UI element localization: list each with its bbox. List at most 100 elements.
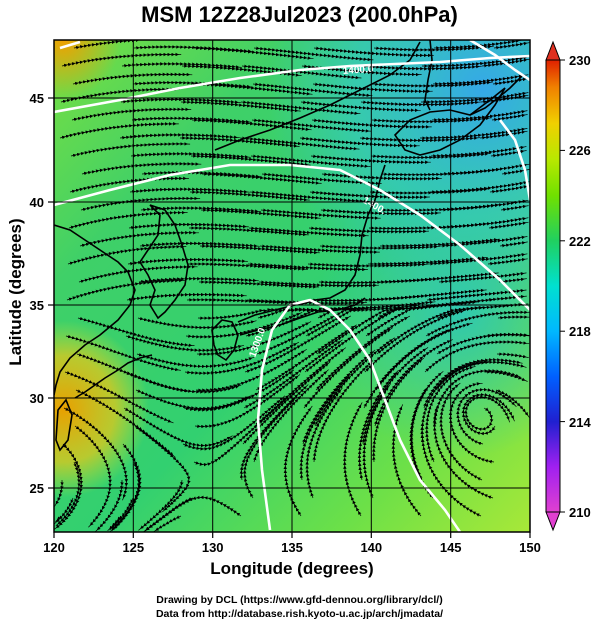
streamline — [59, 122, 179, 140]
x-tick-130: 130 — [202, 540, 224, 555]
page-title: MSM 12Z28Jul2023 (200.0hPa) — [141, 2, 458, 27]
colorbar-tick-222: 222 — [569, 234, 591, 249]
coastline-korea — [139, 204, 189, 320]
streamline — [253, 46, 374, 62]
streamline — [489, 185, 530, 194]
coastline-russia — [214, 41, 421, 151]
colorbar-bottom-triangle — [545, 511, 561, 532]
streamline — [312, 82, 433, 94]
wind-streamlines — [54, 40, 530, 532]
streamline — [107, 515, 122, 532]
colorbar-tick-226: 226 — [569, 143, 591, 158]
streamline — [127, 257, 248, 266]
streamline — [143, 495, 242, 532]
streamline — [81, 162, 202, 176]
x-tick-140: 140 — [360, 540, 382, 555]
y-tick-40: 40 — [30, 195, 44, 210]
streamline — [438, 272, 527, 284]
streamline — [430, 145, 527, 158]
streamline — [283, 405, 313, 517]
streamline — [251, 118, 372, 133]
streamline — [490, 149, 527, 158]
y-axis-label: Latitude (degrees) — [6, 218, 25, 366]
colorbar-top-triangle — [545, 40, 561, 61]
streamline — [61, 52, 182, 68]
x-tick-125: 125 — [122, 540, 144, 555]
y-tick-25: 25 — [30, 481, 44, 496]
streamline — [299, 136, 420, 148]
streamline — [492, 77, 529, 86]
streamline — [428, 217, 529, 230]
y-tick-30: 30 — [30, 391, 44, 406]
streamline — [391, 404, 422, 517]
coastline-sakhalin — [424, 40, 433, 111]
streamline — [431, 110, 528, 122]
streamline — [67, 244, 187, 265]
streamline — [69, 176, 189, 194]
streamline — [342, 402, 363, 517]
streamline — [488, 221, 529, 230]
streamline — [248, 226, 369, 238]
streamline — [250, 154, 371, 168]
footer-credit-drawing: Drawing by DCL (https://www.gfd-dennou.o… — [156, 594, 443, 606]
colorbar-tick-214: 214 — [569, 415, 591, 430]
streamline — [242, 397, 297, 499]
streamline — [308, 226, 429, 234]
streamline — [70, 142, 191, 158]
streamline — [500, 204, 529, 212]
streamline — [498, 277, 527, 284]
streamline — [499, 241, 528, 248]
streamline — [260, 208, 381, 220]
streamline — [362, 384, 391, 499]
streamline — [493, 41, 530, 50]
x-tick-135: 135 — [281, 540, 303, 555]
colorbar-tick-218: 218 — [569, 324, 591, 339]
streamline — [66, 278, 185, 301]
coastline-ryukyu — [74, 354, 153, 399]
streamline — [247, 262, 368, 272]
streamline — [78, 265, 198, 284]
streamline — [128, 222, 249, 230]
streamline — [420, 420, 482, 517]
streamline — [309, 190, 430, 200]
x-tick-150: 150 — [519, 540, 541, 555]
colorbar-body — [545, 59, 561, 513]
streamline — [429, 181, 530, 194]
contour-east — [498, 119, 530, 201]
coastline-taiwan — [55, 398, 73, 452]
y-tick-35: 35 — [30, 298, 44, 313]
streamline — [491, 113, 528, 122]
contour-mid — [54, 163, 530, 311]
streamline — [258, 280, 379, 288]
streamline — [320, 208, 441, 216]
footer-credit-data: Data from http://database.rish.kyoto-u.a… — [155, 608, 444, 620]
streamline — [249, 190, 370, 203]
contour-ne — [469, 40, 530, 82]
colorbar-tick-230: 230 — [569, 53, 591, 68]
coastline-kyushu — [211, 319, 239, 362]
streamline — [55, 515, 62, 522]
streamline — [313, 46, 434, 58]
colorbar: 230 226 222 218 214 210 — [545, 40, 591, 532]
streamline — [79, 230, 199, 248]
x-tick-120: 120 — [43, 540, 65, 555]
streamline — [261, 172, 382, 186]
streamline — [439, 235, 528, 248]
contour-nw — [59, 40, 81, 50]
contour-label-1: 1400.0 — [342, 64, 374, 77]
tick-marks — [48, 97, 531, 538]
x-tick-145: 145 — [440, 540, 462, 555]
streamline — [479, 130, 528, 140]
geopotential-contours — [54, 40, 530, 532]
colorbar-tick-210: 210 — [569, 505, 591, 520]
streamline — [432, 73, 529, 86]
y-tick-45: 45 — [30, 91, 44, 106]
streamline — [300, 100, 421, 113]
streamline — [321, 172, 442, 181]
x-axis-label: Longitude (degrees) — [210, 559, 374, 578]
graticule — [54, 40, 530, 532]
streamline — [126, 292, 247, 302]
contour-lower — [256, 298, 462, 532]
coastline-honshu-south — [239, 297, 366, 336]
